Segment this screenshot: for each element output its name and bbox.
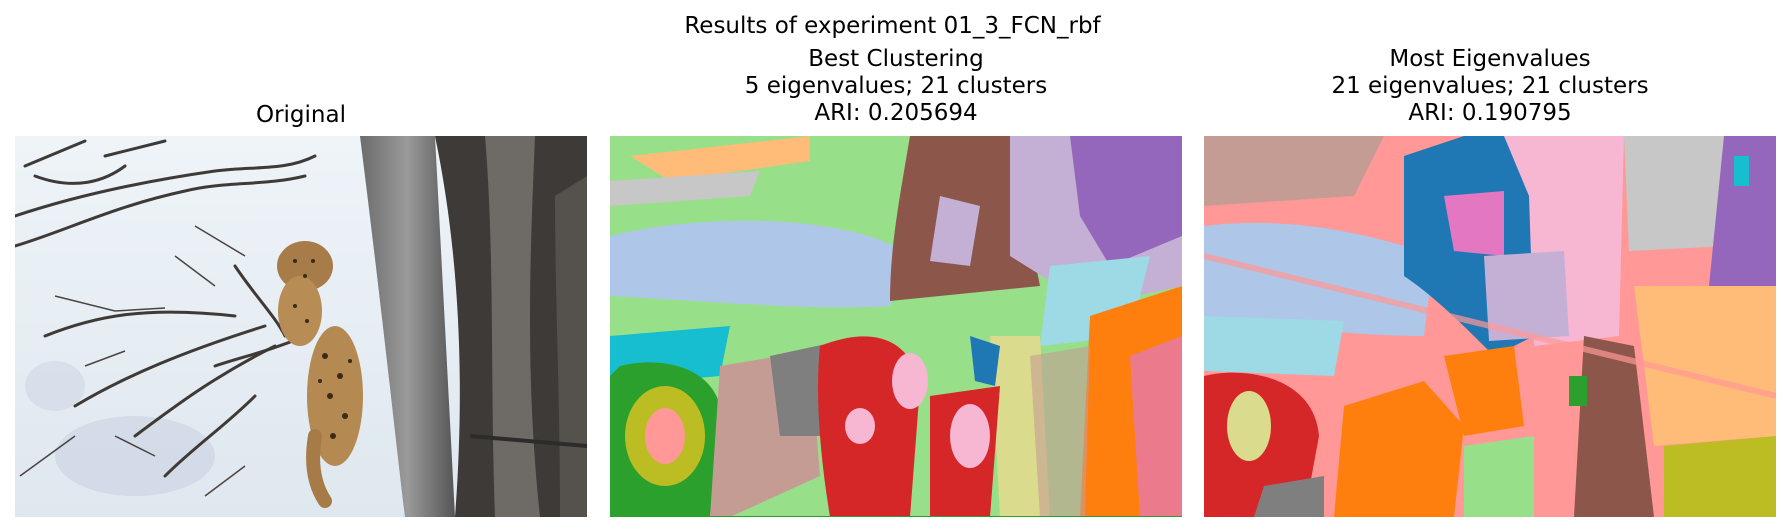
most-eigenvalues-segmentation	[1204, 136, 1776, 517]
panel-title-line: ARI: 0.190795	[1408, 100, 1572, 126]
figure-title: Results of experiment 01_3_FCN_rbf	[684, 13, 1101, 39]
panel-title-original: Original	[15, 102, 587, 129]
panel-title-line: Most Eigenvalues	[1389, 46, 1591, 72]
panel-title-most-eigenvalues: Most Eigenvalues 21 eigenvalues; 21 clus…	[1204, 46, 1776, 127]
panel-title-line: 5 eigenvalues; 21 clusters	[744, 73, 1048, 99]
panel-title-line: Original	[255, 102, 346, 128]
panel-title-line: 21 eigenvalues; 21 clusters	[1331, 73, 1649, 99]
panel-title-line: ARI: 0.205694	[814, 100, 978, 126]
original-image	[15, 136, 587, 517]
panel-title-line: Best Clustering	[808, 46, 984, 72]
panel-title-best-clustering: Best Clustering 5 eigenvalues; 21 cluste…	[610, 46, 1182, 127]
best-clustering-segmentation	[610, 136, 1182, 517]
